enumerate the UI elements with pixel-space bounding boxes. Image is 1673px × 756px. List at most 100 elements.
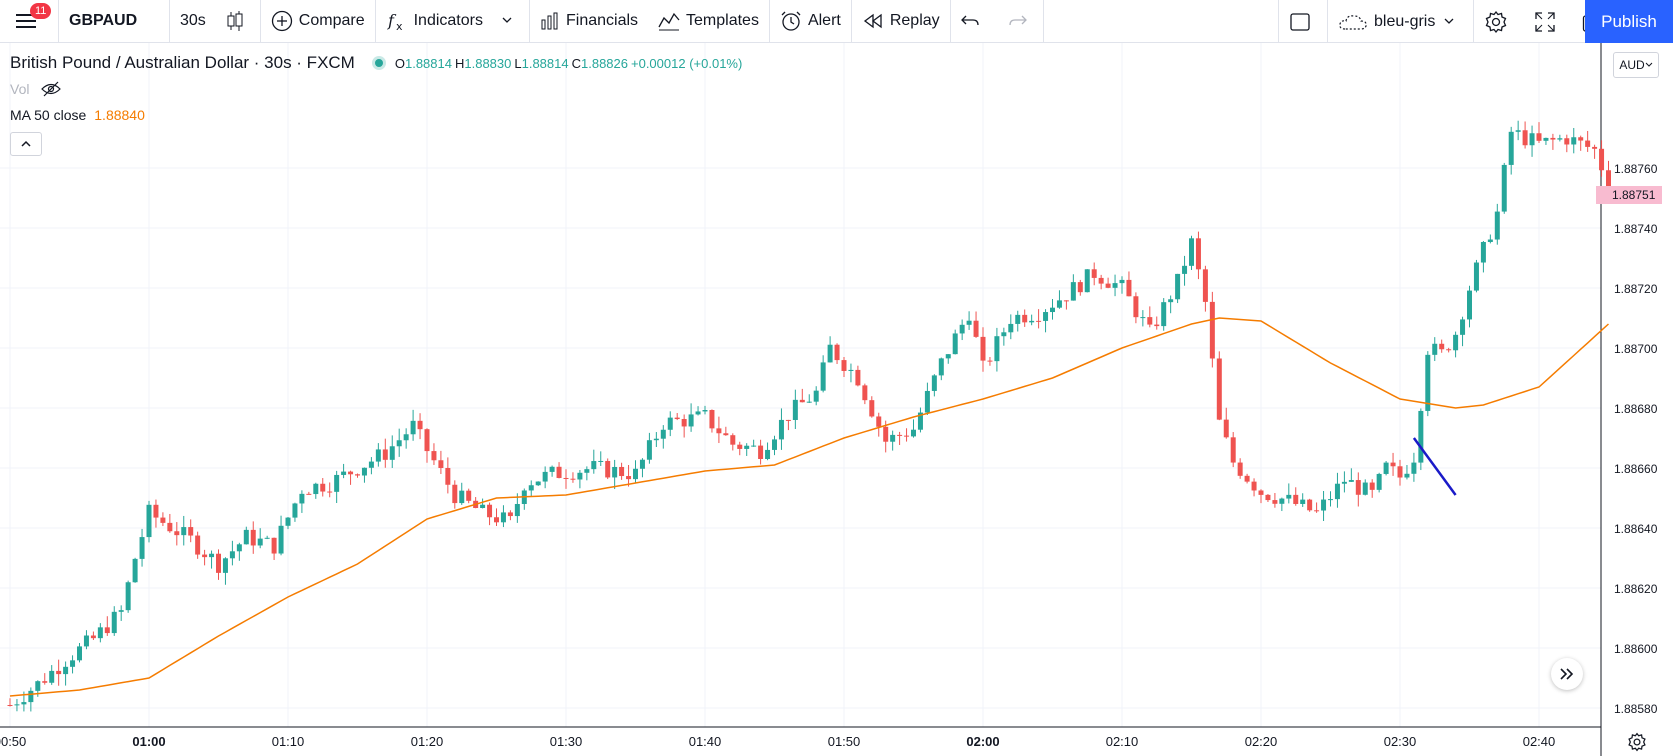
candle-up <box>577 472 583 480</box>
candle-up <box>1182 265 1188 274</box>
layout-select-button[interactable]: bleu-gris <box>1328 0 1473 43</box>
templates-button[interactable]: Templates <box>648 0 769 43</box>
price-tick-label: 1.88600 <box>1614 642 1658 656</box>
candle-up <box>598 460 604 462</box>
candle-up <box>14 704 20 706</box>
legend-main-row: British Pound / Australian Dollar · 30s … <box>10 50 745 76</box>
price-chart[interactable]: 1.88580 1.88600 1.88620 1.88640 1.88660 1.886… <box>0 43 1673 756</box>
candle-up <box>660 429 666 439</box>
candle-down <box>1265 494 1271 501</box>
symbol-search-button[interactable]: GBPAUD <box>69 12 138 29</box>
low-value: 1.88814 <box>521 55 569 71</box>
currency-button[interactable]: AUD <box>1613 52 1659 78</box>
candle-up <box>35 681 41 691</box>
candle-down <box>1585 140 1591 147</box>
candle-down <box>563 477 569 479</box>
candle-up <box>1348 480 1354 482</box>
candle-down <box>876 416 882 427</box>
candle-up <box>139 537 145 559</box>
time-tick-label: 01:30 <box>550 734 583 749</box>
chart-legend: British Pound / Australian Dollar · 30s … <box>10 50 745 128</box>
vol-label: Vol <box>10 81 30 97</box>
candle-up <box>1341 481 1347 484</box>
candle-down <box>1592 146 1598 149</box>
market-status-dot[interactable] <box>374 59 383 67</box>
fullscreen-layout-button[interactable] <box>1279 0 1327 43</box>
candle-down <box>1369 482 1375 490</box>
interval-button[interactable]: 30s <box>180 12 206 29</box>
settings-button[interactable] <box>1474 0 1524 43</box>
redo-button[interactable] <box>997 0 1043 43</box>
candle-down <box>153 504 159 518</box>
price-tick-label: 1.88580 <box>1614 702 1658 716</box>
candle-down <box>841 360 847 371</box>
candle-up <box>1418 410 1424 463</box>
price-tick-label: 1.88620 <box>1614 582 1658 596</box>
alert-button[interactable]: Alert <box>770 0 851 43</box>
chevron-down-icon <box>1645 62 1653 67</box>
candle-up <box>848 369 854 371</box>
chevron-down-icon[interactable] <box>483 16 513 26</box>
candle-down <box>1022 314 1028 323</box>
candle-down <box>1446 349 1452 351</box>
templates-icon <box>658 12 680 31</box>
candle-up <box>994 336 1000 362</box>
candle-down <box>56 670 62 675</box>
candle-down <box>250 529 256 546</box>
candle-down <box>1251 481 1257 491</box>
candle-up <box>646 440 652 460</box>
time-tick-label: 02:00 <box>966 734 999 749</box>
candle-up <box>118 610 124 612</box>
undo-button[interactable] <box>951 0 997 43</box>
candle-down <box>1077 282 1083 293</box>
candle-down <box>42 681 48 683</box>
candle-up <box>292 503 298 518</box>
replay-label: Replay <box>889 12 940 29</box>
collapse-legend-button[interactable] <box>10 132 42 156</box>
menu-button[interactable]: 11 <box>0 0 58 43</box>
financials-button[interactable]: Financials <box>530 0 648 43</box>
time-axis-settings-button[interactable] <box>1626 731 1648 753</box>
candle-up <box>28 690 34 703</box>
compare-button[interactable]: Compare <box>261 0 375 43</box>
open-key: O <box>394 55 405 71</box>
candle-down <box>174 531 180 536</box>
fullscreen-button[interactable] <box>1524 0 1572 43</box>
time-tick-label: 02:30 <box>1384 734 1417 749</box>
candle-down <box>1293 494 1299 504</box>
legend-vol-row[interactable]: Vol <box>10 76 745 102</box>
low-key: L <box>514 55 522 71</box>
candle-up <box>410 420 416 435</box>
legend-ma-row[interactable]: MA 50 close 1.88840 <box>10 102 745 128</box>
candle-down <box>619 466 625 477</box>
candle-up <box>1286 494 1292 499</box>
candle-up <box>368 461 374 468</box>
candle-down <box>424 429 430 452</box>
candle-up <box>125 582 131 611</box>
candle-up <box>792 399 798 420</box>
eye-hidden-icon[interactable] <box>41 81 62 97</box>
scroll-to-realtime-button[interactable] <box>1551 658 1583 690</box>
candle-up <box>1050 307 1055 313</box>
candle-up <box>820 362 826 391</box>
candle-down <box>1307 499 1313 511</box>
legend-symbol-title[interactable]: British Pound / Australian Dollar · 30s … <box>10 53 355 72</box>
last-price-label: 1.88751 <box>1596 186 1662 204</box>
time-tick-label: 00:50 <box>0 734 26 749</box>
candle-up <box>751 445 757 447</box>
candle-up <box>1460 319 1466 335</box>
candle-up <box>1473 262 1479 291</box>
candle-up <box>1543 137 1549 141</box>
candle-up <box>1008 323 1014 333</box>
replay-button[interactable]: Replay <box>852 0 950 43</box>
candle-up <box>778 419 784 440</box>
candle-down <box>987 360 993 362</box>
chart-type-button[interactable] <box>216 0 260 43</box>
publish-button[interactable]: Publish <box>1585 0 1673 43</box>
candle-down <box>1223 419 1229 438</box>
price-tick-label: 1.88640 <box>1614 522 1658 536</box>
candle-up <box>341 471 347 475</box>
plus-circle-icon <box>271 10 292 32</box>
alert-label: Alert <box>807 12 841 29</box>
